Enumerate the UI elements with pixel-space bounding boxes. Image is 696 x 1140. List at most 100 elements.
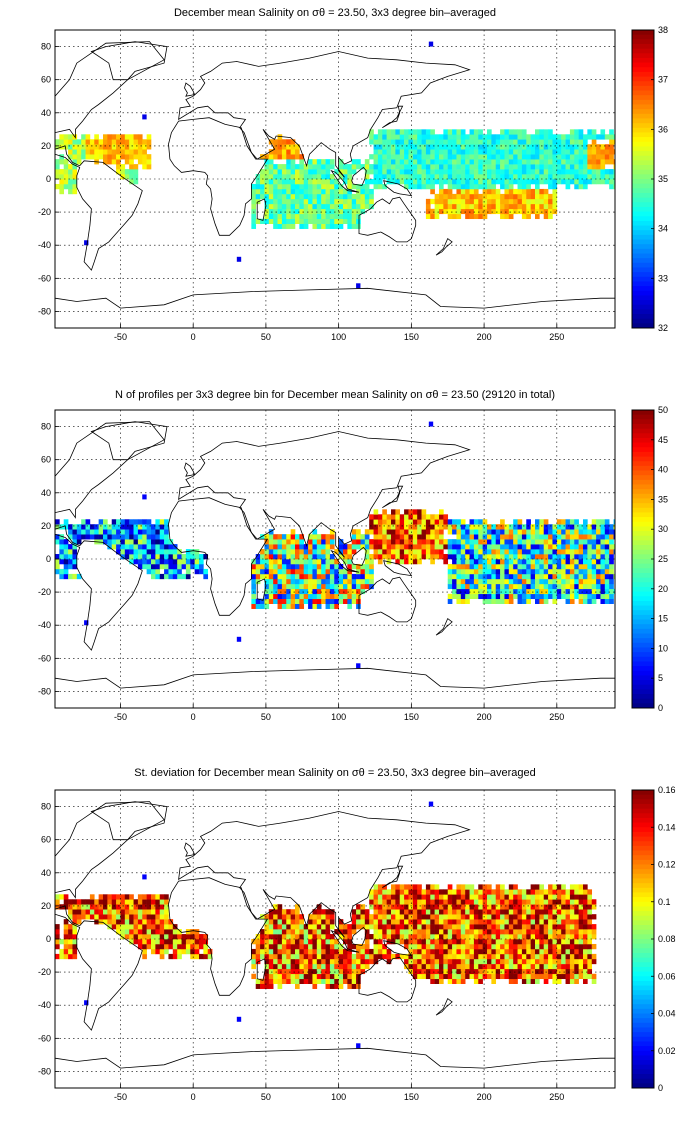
bin-cell (107, 529, 113, 535)
bin-cell (343, 549, 348, 555)
bin-cell (120, 519, 126, 525)
bin-cell (338, 953, 344, 960)
bin-cell (456, 904, 462, 910)
bin-cell (264, 198, 270, 205)
bin-cell (452, 939, 457, 945)
bin-cell (434, 924, 440, 930)
bin-cell (473, 953, 479, 960)
bin-cell (521, 934, 527, 940)
bin-cell (491, 549, 497, 555)
bin-cell (556, 934, 562, 940)
bin-cell (338, 598, 344, 604)
bin-cell (124, 534, 130, 540)
bin-cell (290, 529, 296, 535)
bin-cell (281, 139, 287, 145)
bin-cell (500, 524, 505, 530)
bin-cell (609, 159, 614, 165)
bin-cell (460, 524, 466, 530)
bin-cell (281, 914, 287, 920)
bin-cell (552, 563, 558, 570)
bin-cell (504, 953, 510, 960)
bin-cell (478, 139, 483, 145)
bin-cell (569, 573, 575, 580)
bin-cell (521, 174, 527, 180)
bin-cell (456, 549, 462, 555)
bin-cell (513, 978, 518, 984)
bin-cell (142, 894, 147, 900)
bin-cell (517, 544, 523, 550)
bin-cell (583, 164, 588, 170)
bin-cell (137, 899, 143, 905)
colorbar-swatch (632, 577, 654, 583)
bin-cell (439, 183, 444, 190)
bin-cell (526, 534, 531, 540)
bin-cell (164, 568, 169, 575)
bin-cell (168, 934, 174, 940)
bin-cell (268, 953, 274, 960)
bin-cell (321, 213, 326, 220)
colorbar-swatch (632, 146, 654, 152)
bin-cell (404, 179, 409, 185)
bin-cell (412, 884, 418, 890)
bin-cell (299, 549, 305, 555)
bin-cell (321, 559, 326, 565)
bin-cell (316, 563, 322, 570)
bin-cell (421, 169, 427, 175)
colorbar-swatch (632, 192, 654, 199)
bin-cell (194, 568, 200, 575)
bin-cell (526, 963, 531, 970)
y-tick-label: 60 (41, 75, 51, 85)
bin-cell (613, 139, 615, 145)
bin-cell (146, 894, 152, 900)
bin-cell (124, 934, 130, 940)
bin-cell (290, 578, 296, 585)
bin-cell (521, 534, 527, 540)
bin-cell (286, 549, 291, 555)
bin-cell (421, 129, 427, 135)
bin-cell (325, 919, 331, 925)
bin-cell (530, 978, 536, 984)
bin-cell (386, 524, 392, 530)
bin-cell (386, 914, 392, 920)
bin-cell (526, 953, 531, 960)
bin-cell (591, 179, 597, 185)
bin-cell (465, 924, 470, 930)
bin-cell (55, 524, 60, 530)
bin-cell (535, 593, 540, 600)
bin-cell (373, 134, 379, 140)
bin-cell (316, 958, 322, 965)
bin-cell (312, 924, 318, 930)
bin-cell (185, 559, 191, 565)
bin-cell (543, 963, 549, 970)
bin-cell (508, 154, 514, 160)
bin-cell (539, 188, 545, 195)
bin-cell (268, 188, 274, 195)
bin-cell (569, 588, 575, 595)
bin-cell (517, 588, 523, 595)
colorbar-swatch (632, 188, 654, 194)
bin-cell (596, 559, 601, 565)
bin-cell (299, 188, 305, 195)
bin-cell (460, 208, 466, 215)
bin-cell (434, 139, 440, 145)
bin-cell (63, 919, 69, 925)
bin-cell (408, 934, 414, 940)
bin-cell (495, 909, 501, 915)
bin-cell (495, 924, 501, 930)
bin-cell (439, 188, 444, 195)
bin-cell (351, 549, 357, 555)
bin-cell (543, 578, 549, 585)
bin-cell (596, 134, 601, 140)
bin-cell (569, 598, 575, 604)
bin-cell (281, 213, 287, 220)
colorbar-tick-label: 0.16 (658, 785, 676, 795)
bin-cell (530, 934, 536, 940)
bin-cell (59, 134, 65, 140)
bin-cell (548, 554, 553, 560)
bin-cell (338, 183, 344, 190)
bin-cell (124, 909, 130, 915)
bin-cell (596, 524, 601, 530)
bin-cell (360, 904, 366, 910)
colorbar-swatch (632, 484, 654, 490)
x-tick-label: 200 (477, 1092, 492, 1102)
